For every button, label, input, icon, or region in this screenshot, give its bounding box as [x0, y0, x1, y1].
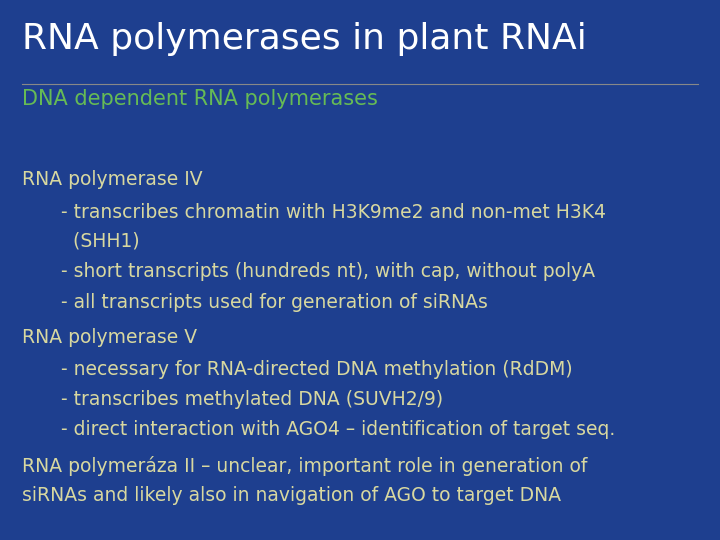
Text: - necessary for RNA-directed DNA methylation (RdDM): - necessary for RNA-directed DNA methyla… [61, 360, 573, 379]
Text: - transcribes chromatin with H3K9me2 and non-met H3K4: - transcribes chromatin with H3K9me2 and… [61, 202, 606, 221]
Text: RNA polymerases in plant RNAi: RNA polymerases in plant RNAi [22, 22, 586, 56]
Text: - all transcripts used for generation of siRNAs: - all transcripts used for generation of… [61, 293, 488, 312]
Text: (SHH1): (SHH1) [61, 231, 140, 250]
Text: - short transcripts (hundreds nt), with cap, without polyA: - short transcripts (hundreds nt), with … [61, 262, 595, 281]
Text: - direct interaction with AGO4 – identification of target seq.: - direct interaction with AGO4 – identif… [61, 420, 616, 438]
Text: RNA polymeráza II – unclear, important role in generation of: RNA polymeráza II – unclear, important r… [22, 456, 587, 476]
Text: - transcribes methylated DNA (SUVH2/9): - transcribes methylated DNA (SUVH2/9) [61, 390, 444, 409]
Text: RNA polymerase IV: RNA polymerase IV [22, 170, 202, 189]
Text: DNA dependent RNA polymerases: DNA dependent RNA polymerases [22, 89, 377, 109]
Text: RNA polymerase V: RNA polymerase V [22, 328, 197, 347]
Text: siRNAs and likely also in navigation of AGO to target DNA: siRNAs and likely also in navigation of … [22, 486, 561, 505]
